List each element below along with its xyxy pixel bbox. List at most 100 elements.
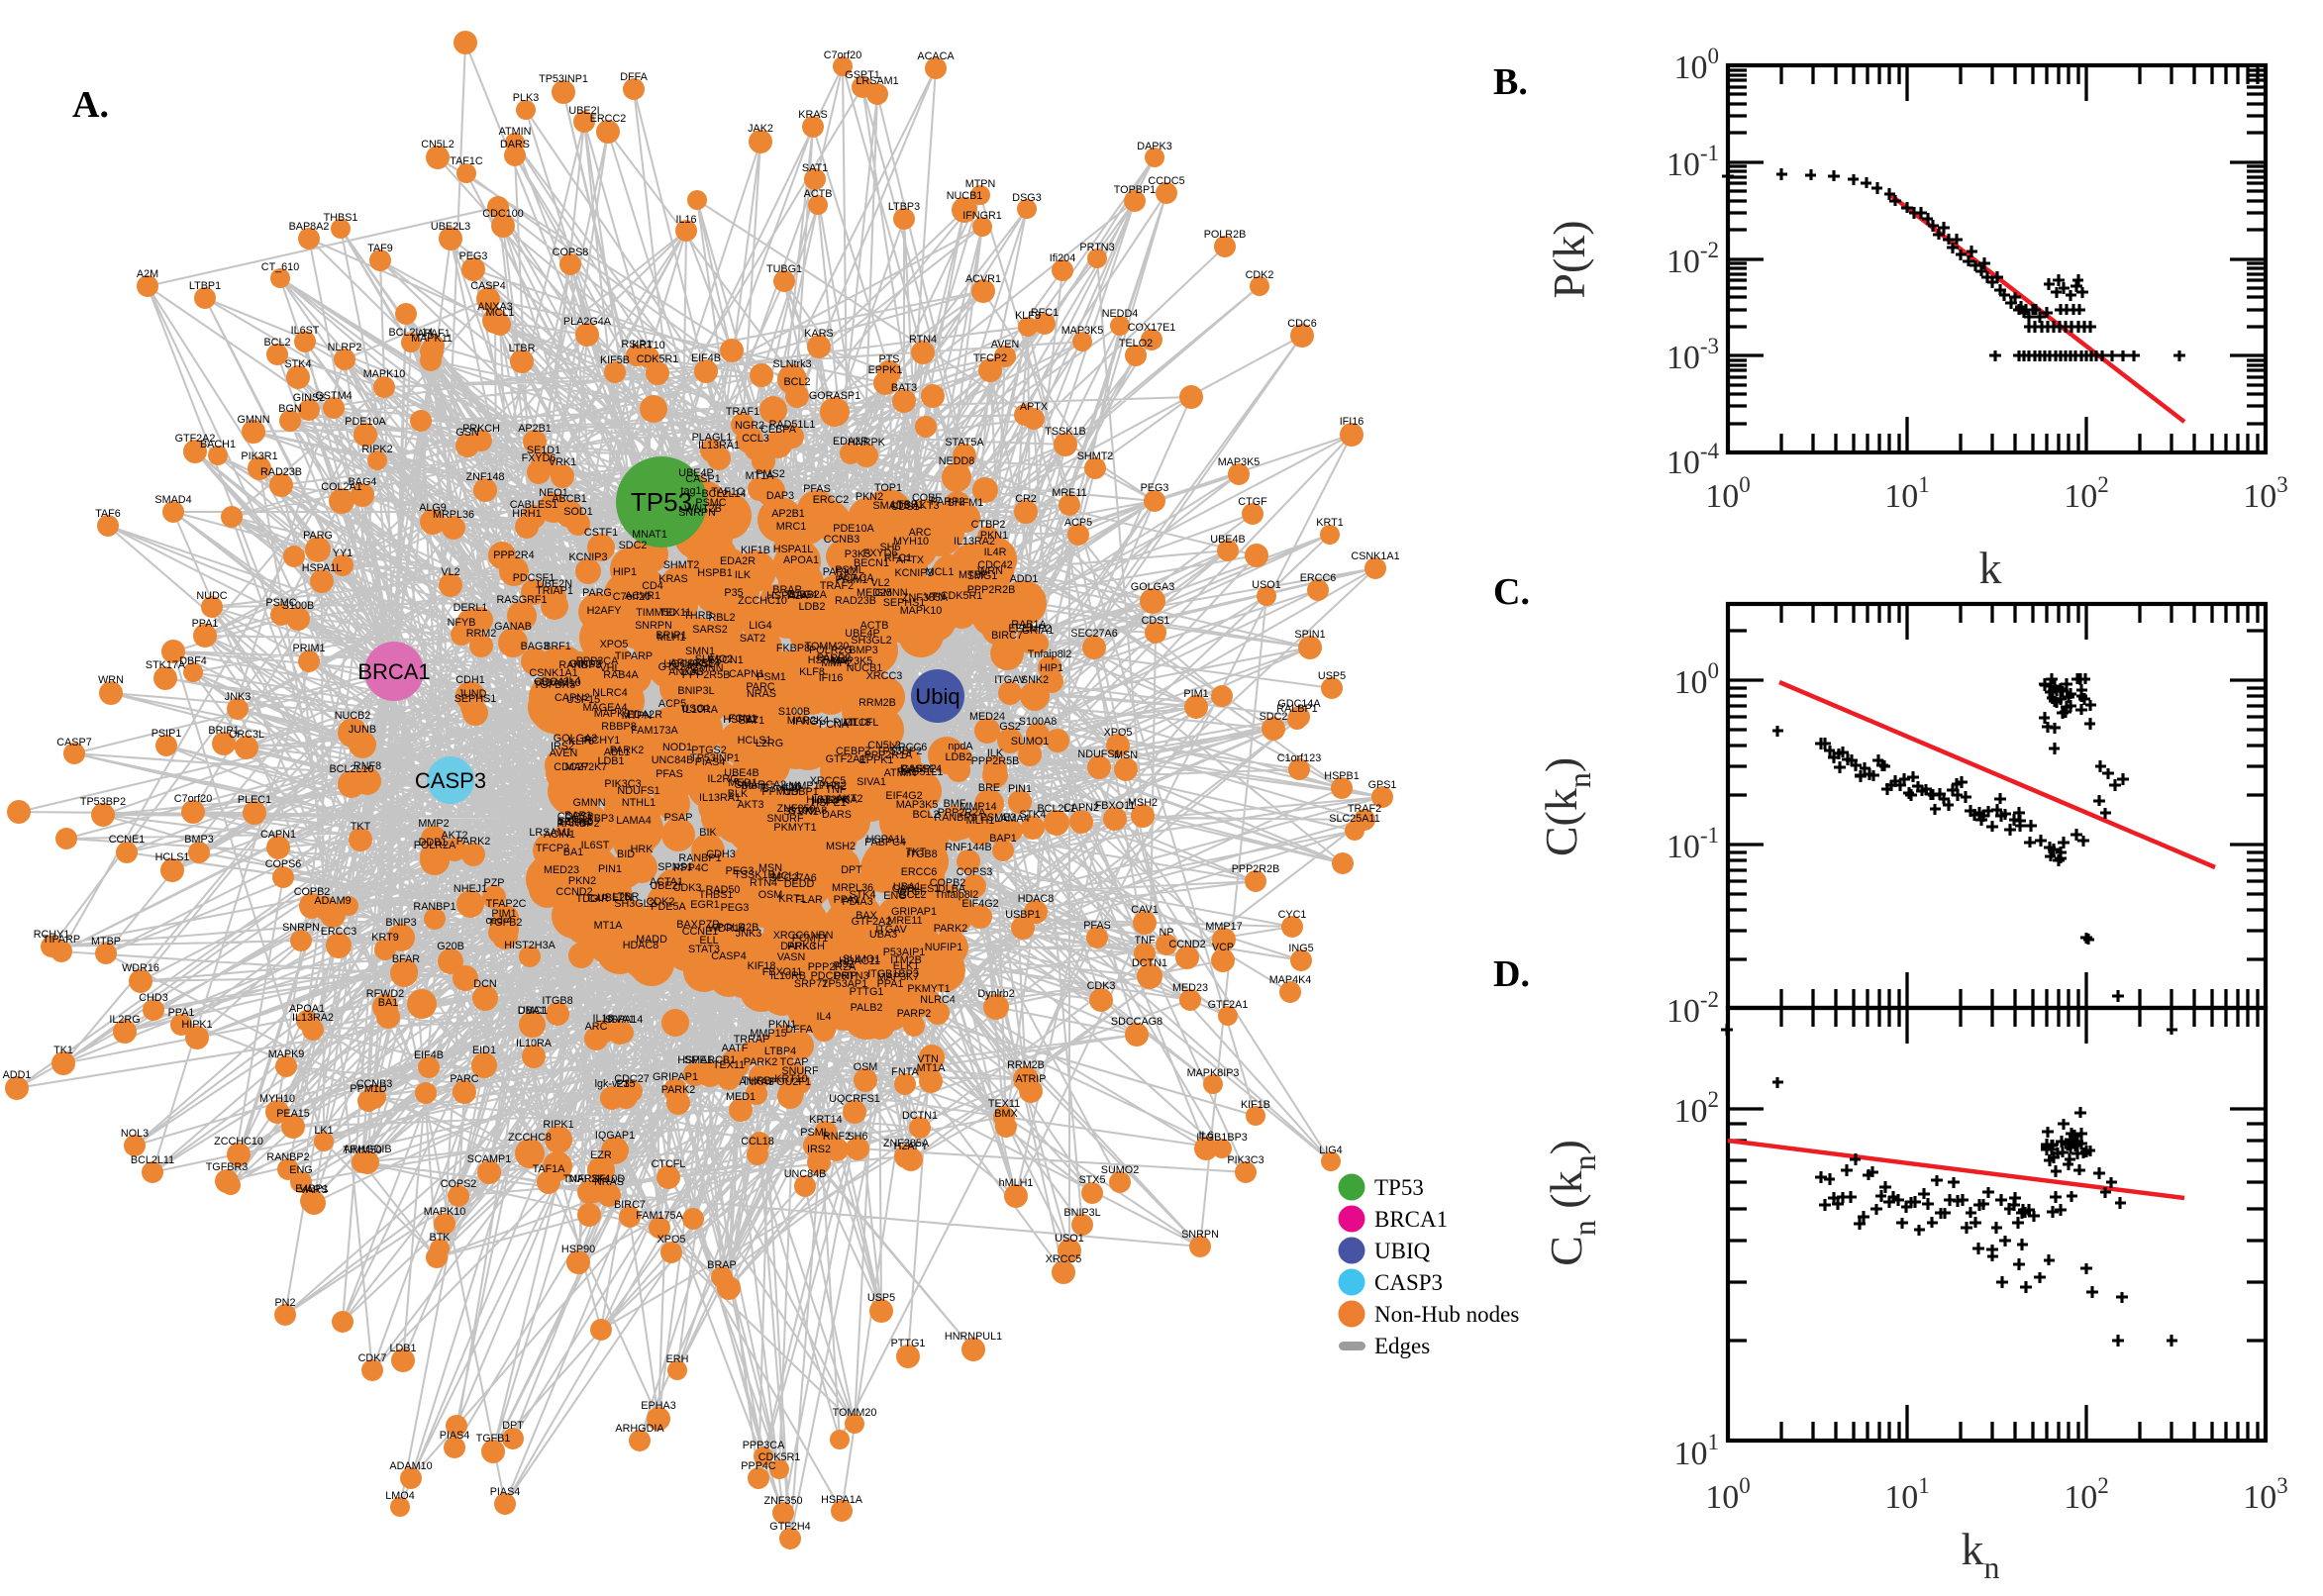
svg-text:PPP4C: PPP4C xyxy=(673,862,709,874)
svg-text:IQGAP1: IQGAP1 xyxy=(595,1130,635,1142)
svg-text:RANBP1: RANBP1 xyxy=(678,852,721,864)
svg-text:SDC2: SDC2 xyxy=(1260,711,1288,723)
svg-text:LTBR: LTBR xyxy=(509,343,536,354)
svg-text:ZNF148: ZNF148 xyxy=(465,471,504,483)
svg-text:TKT: TKT xyxy=(906,847,927,858)
svg-text:NEDD4: NEDD4 xyxy=(1102,308,1139,320)
svg-text:SIVA1: SIVA1 xyxy=(605,1014,635,1026)
svg-text:POLR2G: POLR2G xyxy=(809,645,853,656)
svg-text:MED23: MED23 xyxy=(1172,982,1208,994)
svg-text:GTF2H4: GTF2H4 xyxy=(769,1521,810,1533)
svg-text:NEO1: NEO1 xyxy=(539,487,567,499)
svg-text:OSM: OSM xyxy=(854,1061,878,1073)
svg-text:MCL1: MCL1 xyxy=(772,870,801,882)
svg-text:RNF2: RNF2 xyxy=(823,1131,851,1143)
svg-text:PEG3: PEG3 xyxy=(721,902,750,914)
svg-text:ZCCHC8: ZCCHC8 xyxy=(508,1132,552,1144)
svg-text:BA1: BA1 xyxy=(563,847,583,858)
svg-text:TP53: TP53 xyxy=(1374,1175,1424,1200)
svg-text:NTHL1: NTHL1 xyxy=(622,797,656,809)
svg-text:BRIP1: BRIP1 xyxy=(208,725,239,737)
svg-text:ACP5: ACP5 xyxy=(1064,517,1092,529)
svg-text:CCNB3: CCNB3 xyxy=(356,1078,393,1090)
svg-text:CDK3: CDK3 xyxy=(1087,980,1116,992)
svg-text:TNF: TNF xyxy=(826,784,847,796)
svg-text:BAP1: BAP1 xyxy=(564,810,592,822)
svg-text:PDE10A: PDE10A xyxy=(833,523,874,535)
svg-text:NEDD8: NEDD8 xyxy=(939,455,975,467)
svg-text:B.: B. xyxy=(1493,61,1528,103)
svg-text:KRT14: KRT14 xyxy=(809,1114,842,1126)
svg-text:EIF4G2: EIF4G2 xyxy=(885,790,922,802)
svg-text:UBE2I: UBE2I xyxy=(650,880,680,892)
svg-text:GMNN: GMNN xyxy=(573,797,606,809)
svg-text:ACACA: ACACA xyxy=(917,50,955,62)
svg-text:ITM2B: ITM2B xyxy=(890,954,922,966)
svg-text:GOLGA3: GOLGA3 xyxy=(1131,581,1174,593)
svg-text:UBE2I: UBE2I xyxy=(568,105,599,117)
svg-text:HIST2H3A: HIST2H3A xyxy=(504,940,556,951)
svg-text:LTBP3: LTBP3 xyxy=(582,813,614,825)
svg-text:GANAB: GANAB xyxy=(494,621,532,633)
svg-text:SNURF: SNURF xyxy=(766,813,804,825)
svg-text:CT_610: CT_610 xyxy=(261,261,299,273)
svg-text:SAT2: SAT2 xyxy=(740,633,765,645)
svg-text:UBE2N: UBE2N xyxy=(537,578,572,590)
svg-text:TGFB1: TGFB1 xyxy=(476,1433,511,1445)
svg-text:DARS: DARS xyxy=(500,139,530,150)
svg-text:RASGRF1: RASGRF1 xyxy=(497,594,548,606)
svg-text:IL4R: IL4R xyxy=(984,547,1007,558)
svg-text:ADAM9: ADAM9 xyxy=(314,895,351,907)
svg-text:SARS2: SARS2 xyxy=(692,624,727,636)
svg-text:C.: C. xyxy=(1493,571,1530,613)
svg-text:PPA1: PPA1 xyxy=(834,894,860,906)
svg-text:HSPA14: HSPA14 xyxy=(808,654,849,666)
svg-text:P3K3: P3K3 xyxy=(845,549,870,560)
svg-text:NLRP2: NLRP2 xyxy=(328,342,362,353)
svg-text:HSPA1L: HSPA1L xyxy=(302,562,343,574)
svg-text:NHEJ1: NHEJ1 xyxy=(454,883,487,895)
svg-text:RRM2: RRM2 xyxy=(466,628,497,640)
svg-text:AKT2: AKT2 xyxy=(836,793,862,805)
svg-text:GTF2A1: GTF2A1 xyxy=(826,753,866,765)
svg-text:PARC: PARC xyxy=(746,681,774,693)
svg-text:PPP2R1A: PPP2R1A xyxy=(864,749,913,761)
svg-text:COPS6: COPS6 xyxy=(557,811,594,823)
svg-text:WRN: WRN xyxy=(98,674,124,686)
svg-text:KLF8: KLF8 xyxy=(799,666,825,678)
svg-text:PIK3C3: PIK3C3 xyxy=(604,778,641,790)
svg-text:IRS2: IRS2 xyxy=(807,1144,831,1155)
svg-text:NUCB1: NUCB1 xyxy=(847,662,883,674)
svg-text:VARS: VARS xyxy=(300,1184,329,1196)
svg-text:hMLH1: hMLH1 xyxy=(999,1177,1034,1189)
svg-text:SNRPN: SNRPN xyxy=(1181,1229,1219,1241)
svg-text:JUND: JUND xyxy=(458,688,487,700)
svg-text:GS2: GS2 xyxy=(999,721,1021,733)
svg-text:AVEN: AVEN xyxy=(991,339,1020,350)
svg-text:ITGB8: ITGB8 xyxy=(906,848,937,860)
svg-text:MMP17: MMP17 xyxy=(1205,921,1242,933)
svg-text:RAD51L1: RAD51L1 xyxy=(897,766,944,778)
svg-text:BIRC7: BIRC7 xyxy=(614,1199,646,1211)
svg-text:NUFIP1: NUFIP1 xyxy=(925,942,962,953)
svg-text:HNRPK: HNRPK xyxy=(848,437,886,449)
svg-text:MRPL36: MRPL36 xyxy=(433,509,474,521)
svg-text:BFAR: BFAR xyxy=(392,953,420,965)
svg-text:PARK2: PARK2 xyxy=(456,836,491,848)
svg-text:GINS2: GINS2 xyxy=(569,658,601,670)
svg-text:MSN: MSN xyxy=(1114,749,1138,761)
svg-text:CASP4: CASP4 xyxy=(711,950,746,962)
svg-text:SYVN1: SYVN1 xyxy=(783,806,818,818)
svg-text:PDCSF1: PDCSF1 xyxy=(513,572,556,584)
svg-text:SH6: SH6 xyxy=(879,542,900,553)
svg-text:DPT: DPT xyxy=(841,864,862,876)
svg-text:PTGS2: PTGS2 xyxy=(691,745,726,756)
svg-text:CDC42: CDC42 xyxy=(977,559,1012,571)
svg-text:DCTN1: DCTN1 xyxy=(1132,957,1167,969)
svg-text:ARHGEF4: ARHGEF4 xyxy=(670,657,721,669)
svg-text:BCL2L14: BCL2L14 xyxy=(388,327,433,339)
svg-text:KRT1: KRT1 xyxy=(778,893,805,905)
svg-text:PIAS4: PIAS4 xyxy=(695,756,726,768)
svg-text:RAD50: RAD50 xyxy=(706,884,741,896)
svg-text:LMO4: LMO4 xyxy=(385,1490,414,1502)
